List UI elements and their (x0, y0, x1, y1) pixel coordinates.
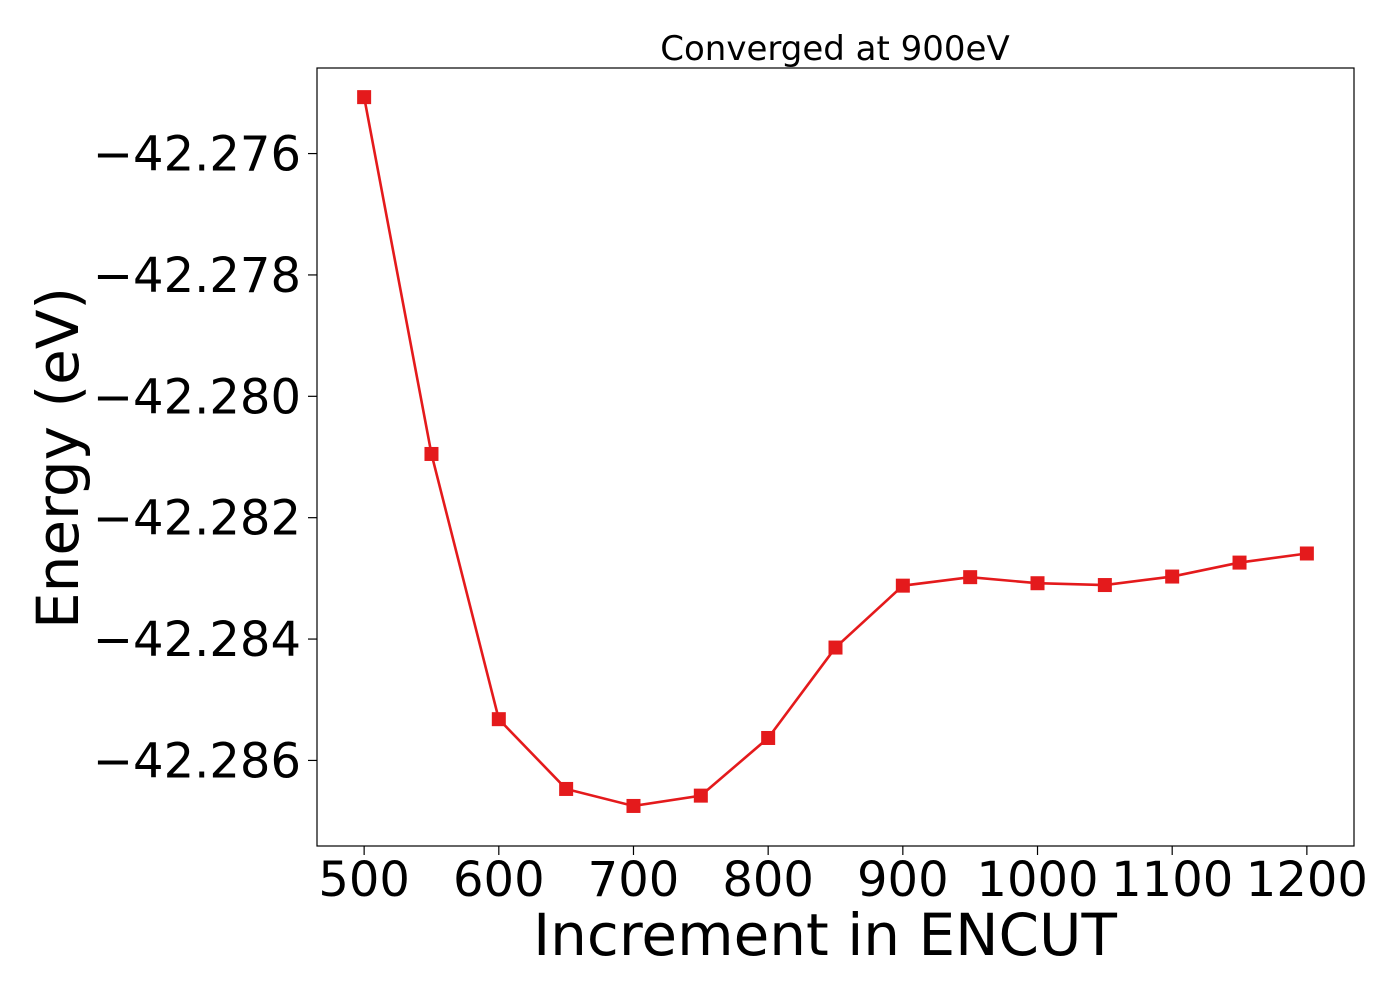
x-tick-label: 500 (318, 852, 410, 908)
data-point (1097, 578, 1112, 593)
y-tick-label: −42.278 (93, 248, 301, 304)
series-line (362, 96, 1308, 808)
plot-area-frame (316, 67, 1355, 847)
y-tick-label: −42.286 (93, 733, 301, 789)
x-tick-label: 900 (857, 852, 949, 908)
data-point (1299, 546, 1314, 561)
y-tick-label: −42.282 (93, 491, 301, 547)
data-point (693, 788, 708, 803)
data-point (357, 90, 372, 105)
x-axis-label: Increment in ENCUT (533, 901, 1117, 969)
data-point (761, 730, 776, 745)
y-tick-label: −42.276 (93, 127, 301, 183)
x-tick-label: 1200 (1246, 852, 1368, 908)
y-tick-label: −42.284 (93, 612, 301, 668)
data-point (491, 712, 506, 727)
data-point (1232, 555, 1247, 570)
data-point (895, 578, 910, 593)
data-point (828, 640, 843, 655)
x-tick-label: 700 (588, 852, 680, 908)
x-axis-ticks: 500 600 700 800 900 1000 1100 1200 (318, 846, 1368, 908)
y-axis-label: Energy (eV) (24, 287, 92, 629)
chart-title: Converged at 900eV (660, 29, 1009, 69)
y-tick-label: −42.280 (93, 369, 301, 425)
y-axis-ticks: −42.276 −42.278 −42.280 −42.282 −42.284 −42.2… (93, 127, 317, 789)
series-layer (357, 90, 1314, 813)
data-point (1165, 569, 1180, 584)
x-tick-label: 600 (453, 852, 545, 908)
data-point (424, 446, 439, 461)
data-point (559, 781, 574, 796)
data-point (963, 570, 978, 585)
x-tick-label: 1000 (976, 852, 1098, 908)
x-tick-label: 800 (722, 852, 814, 908)
data-point (1030, 576, 1045, 591)
data-point (626, 798, 641, 813)
x-tick-label: 1100 (1111, 852, 1233, 908)
